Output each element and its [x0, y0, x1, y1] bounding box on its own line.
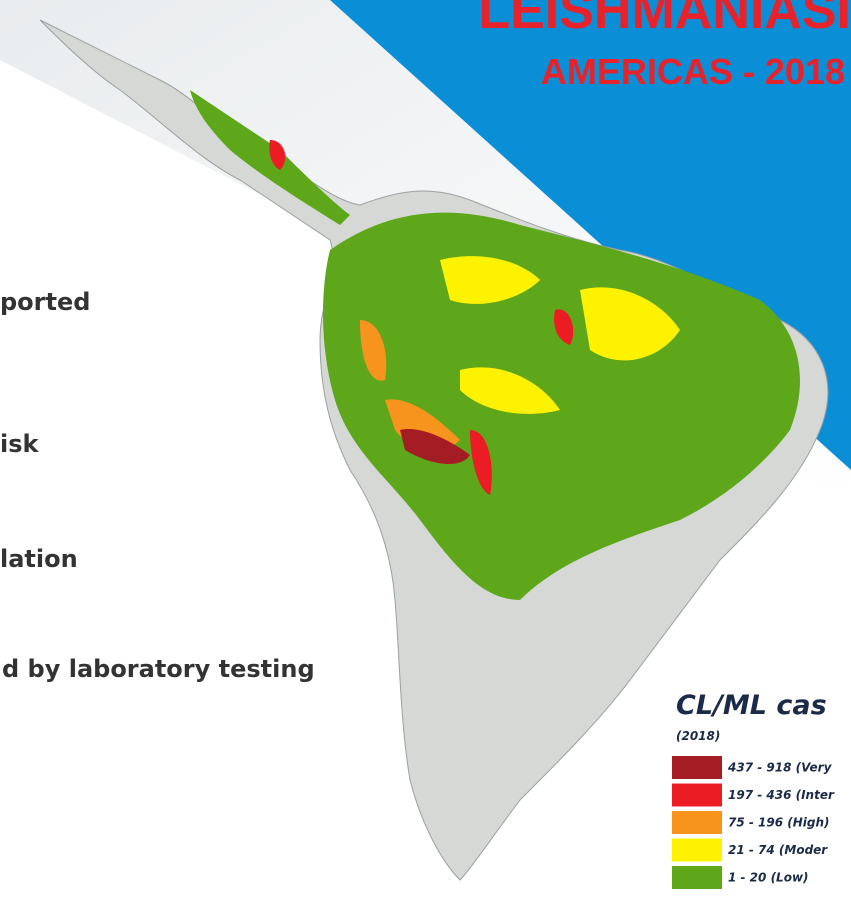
bullet-text: ported	[0, 288, 90, 316]
bullet-text: isk	[0, 430, 40, 458]
legend-swatch	[672, 811, 722, 834]
legend-swatch	[672, 866, 722, 889]
legend-swatch	[672, 839, 722, 862]
title: LEISHMANIASI	[478, 0, 851, 40]
legend-title: CL/ML cas	[676, 690, 827, 721]
legend-label: 75 - 196 (High)	[728, 816, 830, 830]
bullet-text: lation	[0, 545, 78, 573]
bullet-text: d by laboratory testing	[2, 655, 315, 683]
legend-swatch	[672, 756, 722, 779]
legend-label: 1 - 20 (Low)	[728, 871, 809, 885]
legend-subtitle: (2018)	[676, 729, 720, 743]
legend-label: 21 - 74 (Moder	[728, 843, 828, 857]
subtitle: AMERICAS - 2018	[541, 51, 845, 92]
legend-label: 437 - 918 (Very	[727, 761, 833, 775]
legend-swatch	[672, 784, 722, 807]
infographic: LEISHMANIASI AMERICAS - 2018 ported isk la…	[0, 0, 851, 897]
legend-label: 197 - 436 (Inter	[728, 788, 835, 802]
